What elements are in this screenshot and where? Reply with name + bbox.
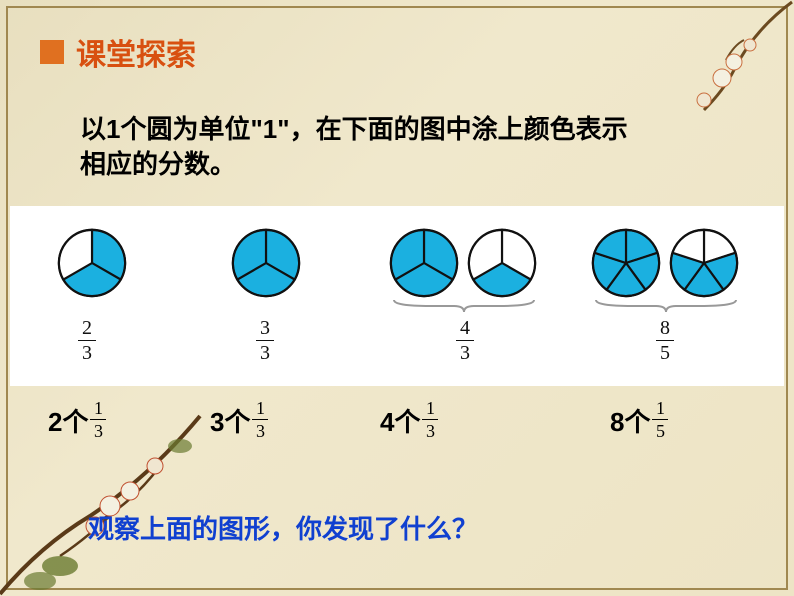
unit-fraction: 1 5 bbox=[652, 399, 668, 440]
denominator: 3 bbox=[426, 422, 435, 440]
fraction-bar bbox=[656, 340, 674, 341]
denominator: 3 bbox=[256, 343, 274, 363]
denominator: 3 bbox=[456, 343, 474, 363]
circle-group-1 bbox=[56, 227, 128, 299]
pie-circle bbox=[230, 227, 302, 299]
ge-word: 个 bbox=[624, 407, 650, 437]
denominator: 3 bbox=[78, 343, 96, 363]
count: 8 bbox=[610, 407, 624, 437]
denominator: 5 bbox=[656, 343, 674, 363]
expression: 4个 1 3 bbox=[380, 400, 438, 441]
expression: 3个 1 3 bbox=[210, 400, 268, 441]
fraction-bar bbox=[90, 419, 106, 420]
fraction-bar bbox=[256, 340, 274, 341]
denominator: 3 bbox=[256, 422, 265, 440]
circles-row bbox=[0, 218, 794, 308]
circle-group-3 bbox=[388, 227, 538, 299]
numerator: 8 bbox=[656, 318, 674, 338]
numerator: 4 bbox=[456, 318, 474, 338]
fractions-row: 2 3 3 3 4 3 8 5 bbox=[0, 318, 794, 378]
circle-group-2 bbox=[230, 227, 302, 299]
pie-circle bbox=[388, 227, 460, 299]
expressions-row: 2个 1 3 3个 1 3 4个 1 3 8个 bbox=[0, 400, 794, 460]
count: 2 bbox=[48, 407, 62, 437]
numerator: 1 bbox=[256, 399, 265, 417]
pie-circle bbox=[590, 227, 662, 299]
unit-fraction: 1 3 bbox=[90, 399, 106, 440]
fraction-bar bbox=[422, 419, 438, 420]
denominator: 3 bbox=[94, 422, 103, 440]
slide: 课堂探索 以1个圆为单位"1"，在下面的图中涂上颜色表示相应的分数。 2 bbox=[0, 0, 794, 596]
header: 课堂探索 bbox=[40, 30, 196, 74]
fraction-label: 8 5 bbox=[656, 318, 674, 363]
section-title: 课堂探索 bbox=[76, 30, 196, 74]
bullet-icon bbox=[40, 40, 64, 64]
numerator: 1 bbox=[656, 399, 665, 417]
fraction-label: 3 3 bbox=[256, 318, 274, 363]
pie-circle bbox=[56, 227, 128, 299]
fraction-bar bbox=[456, 340, 474, 341]
ge-word: 个 bbox=[224, 407, 250, 437]
unit-fraction: 1 3 bbox=[252, 399, 268, 440]
numerator: 1 bbox=[94, 399, 103, 417]
expression: 8个 1 5 bbox=[610, 400, 668, 441]
instruction-text: 以1个圆为单位"1"，在下面的图中涂上颜色表示相应的分数。 bbox=[80, 112, 640, 182]
expression: 2个 1 3 bbox=[48, 400, 106, 441]
unit-fraction: 1 3 bbox=[422, 399, 438, 440]
count: 3 bbox=[210, 407, 224, 437]
question-text: 观察上面的图形，你发现了什么？ bbox=[88, 509, 478, 546]
ge-word: 个 bbox=[394, 407, 420, 437]
pie-circle bbox=[466, 227, 538, 299]
circle-group-4 bbox=[590, 227, 740, 299]
count: 4 bbox=[380, 407, 394, 437]
ge-word: 个 bbox=[62, 407, 88, 437]
fraction-bar bbox=[78, 340, 96, 341]
fraction-bar bbox=[652, 419, 668, 420]
brace-icon bbox=[390, 296, 538, 314]
brace-icon bbox=[592, 296, 740, 314]
fraction-bar bbox=[252, 419, 268, 420]
numerator: 3 bbox=[256, 318, 274, 338]
fraction-label: 4 3 bbox=[456, 318, 474, 363]
pie-circle bbox=[668, 227, 740, 299]
denominator: 5 bbox=[656, 422, 665, 440]
fraction-label: 2 3 bbox=[78, 318, 96, 363]
numerator: 2 bbox=[78, 318, 96, 338]
numerator: 1 bbox=[426, 399, 435, 417]
